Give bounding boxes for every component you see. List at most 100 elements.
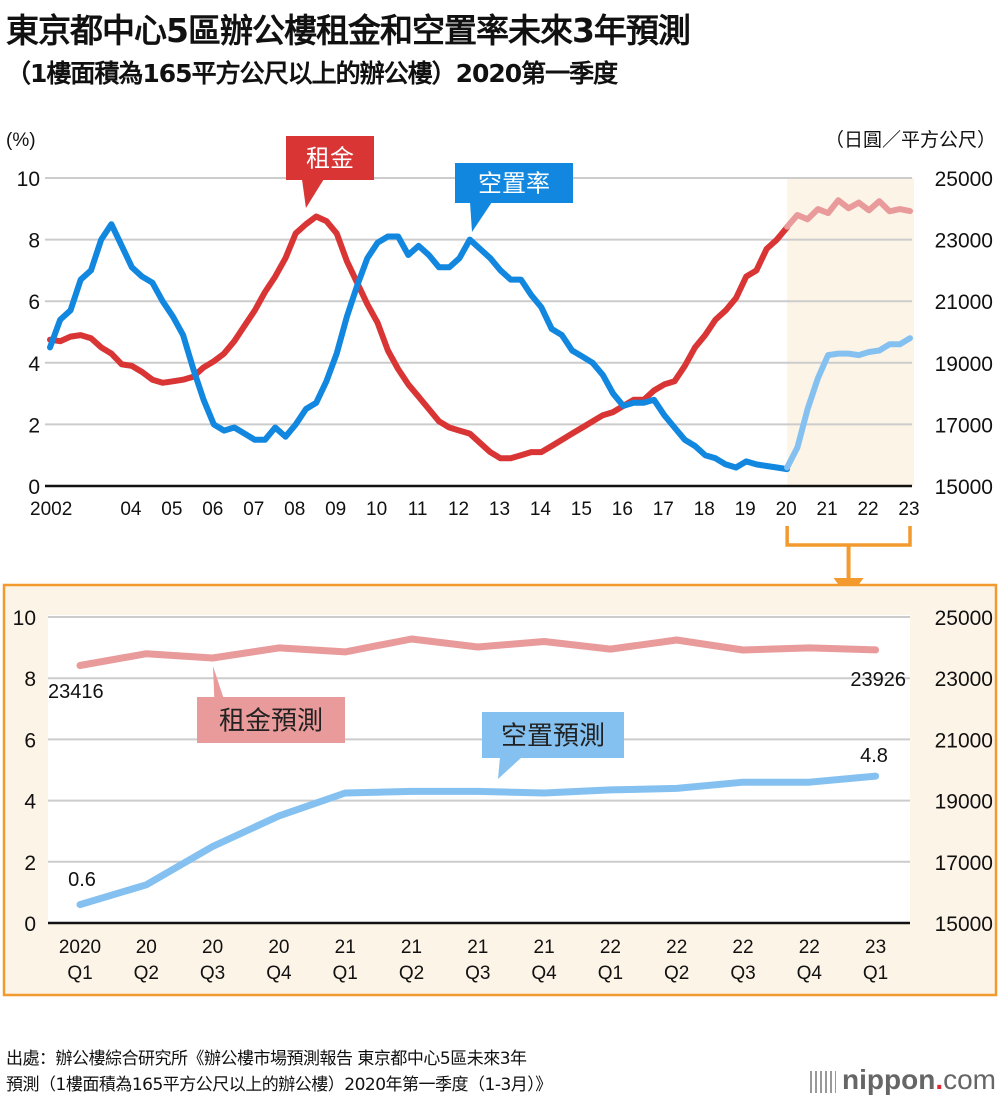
source-line-1: 出處：辦公樓綜合研究所《辦公樓市場預測報告 東京都中心5區未來3年 <box>6 1049 527 1069</box>
x-tick-label: 15 <box>571 499 592 520</box>
x-tick-label: 07 <box>243 499 264 520</box>
detail-x-tick-label-year: 20 <box>268 937 289 958</box>
vacancy-forecast-line <box>784 335 913 471</box>
y-right-tick-label: 21000 <box>935 291 993 314</box>
nippon-logo: nippon.com <box>810 1064 996 1096</box>
x-tick-label: 04 <box>120 499 142 520</box>
y-right-tick-label: 17000 <box>935 414 993 437</box>
detail-x-tick-label-quarter: Q3 <box>730 963 755 984</box>
detail-x-tick-label-quarter: Q2 <box>399 963 424 984</box>
detail-x-tick-label-year: 22 <box>799 937 820 958</box>
vacancy-forecast-callout-pointer <box>498 757 522 779</box>
y-left-axis-label: (%) <box>6 130 36 151</box>
y-left-tick-label: 10 <box>17 168 40 191</box>
x-tick-label: 12 <box>448 499 469 520</box>
detail-y-left-tick-label: 2 <box>24 852 36 875</box>
x-tick-label: 06 <box>202 499 223 520</box>
vacancy-forecast-callout-box <box>482 712 624 758</box>
detail-x-tick-label-quarter: Q4 <box>797 963 823 984</box>
y-left-tick-label: 0 <box>28 476 40 499</box>
detail-y-left-tick-label: 10 <box>13 607 36 630</box>
rent-line <box>47 213 791 462</box>
detail-x-tick-label-quarter: Q4 <box>531 963 557 984</box>
detail-y-right-tick-label: 25000 <box>935 607 993 630</box>
rent-start-value-label: 23416 <box>48 681 104 703</box>
detail-x-tick-label-year: 20 <box>136 937 157 958</box>
vacancy-line <box>47 221 791 473</box>
vacancy-forecast-callout: 空置預測 <box>482 712 624 779</box>
detail-x-tick-label-quarter: Q1 <box>863 963 888 984</box>
detail-x-tick-label-quarter: Q1 <box>598 963 623 984</box>
detail-x-tick-label-year: 2020 <box>59 937 101 958</box>
detail-x-tick-label-quarter: Q3 <box>465 963 490 984</box>
zoom-bracket <box>785 526 912 547</box>
x-tick-label: 13 <box>489 499 510 520</box>
x-tick-label: 23 <box>898 499 919 520</box>
detail-y-left-tick-label: 8 <box>24 668 36 691</box>
vacancy-callout-label: 空置率 <box>478 170 550 198</box>
x-tick-label: 22 <box>857 499 878 520</box>
detail-x-tick-label-quarter: Q3 <box>200 963 225 984</box>
rent-forecast-callout-pointer <box>213 666 238 742</box>
y-left-tick-label: 8 <box>28 230 40 253</box>
vacancy-end-value-label: 4.8 <box>860 745 888 767</box>
detail-vacancy-forecast-line <box>76 772 880 909</box>
logo-main: nippon <box>842 1064 936 1095</box>
detail-x-tick-label-year: 21 <box>335 937 356 958</box>
y-right-axis-label: （日圓／平方公尺） <box>825 129 996 151</box>
detail-x-tick-label-year: 21 <box>467 937 488 958</box>
y-right-tick-label: 25000 <box>935 168 993 191</box>
y-left-tick-label: 6 <box>28 291 40 314</box>
rent-callout: 租金 <box>286 136 374 208</box>
sound-bars-icon <box>810 1070 837 1093</box>
detail-x-tick-label-year: 23 <box>865 937 886 958</box>
detail-x-tick-label-year: 22 <box>666 937 687 958</box>
detail-plot-area <box>48 615 910 923</box>
detail-x-tick-label-quarter: Q1 <box>67 963 92 984</box>
detail-x-tick-label-quarter: Q2 <box>664 963 689 984</box>
y-right-tick-label: 23000 <box>935 230 993 253</box>
vacancy-callout-pointer <box>470 202 492 232</box>
x-tick-label: 11 <box>408 499 428 520</box>
x-tick-label: 19 <box>735 499 756 520</box>
detail-y-right-tick-label: 19000 <box>935 791 993 814</box>
chart-subtitle: （1樓面積為165平方公尺以上的辦公樓）2020第一季度 <box>6 59 618 88</box>
y-right-tick-label: 15000 <box>935 476 993 499</box>
detail-y-right-tick-label: 15000 <box>935 913 993 936</box>
rent-callout-label: 租金 <box>306 145 354 173</box>
detail-y-right-tick-label: 17000 <box>935 852 993 875</box>
detail-y-right-tick-label: 21000 <box>935 729 993 752</box>
x-tick-label: 09 <box>325 499 346 520</box>
rent-callout-box <box>286 136 374 180</box>
x-tick-label: 05 <box>161 499 182 520</box>
detail-x-tick-label-quarter: Q4 <box>266 963 292 984</box>
chart-title: 東京都中心5區辦公樓租金和空置率未來3年預測 <box>6 11 691 50</box>
forecast-region <box>787 178 914 486</box>
rent-forecast-callout: 租金預測 <box>197 666 345 743</box>
y-right-tick-label: 19000 <box>935 353 993 376</box>
detail-x-tick-label-year: 22 <box>732 937 753 958</box>
source-note: 出處：辦公樓綜合研究所《辦公樓市場預測報告 東京都中心5區未來3年 預測（1樓面… <box>6 1046 552 1098</box>
x-tick-label: 14 <box>530 499 552 520</box>
detail-x-tick-label-year: 20 <box>202 937 223 958</box>
x-tick-label: 17 <box>653 499 674 520</box>
x-tick-label: 16 <box>612 499 633 520</box>
x-tick-label: 18 <box>694 499 715 520</box>
rent-forecast-line <box>784 197 913 230</box>
detail-x-tick-label-year: 21 <box>401 937 422 958</box>
detail-y-right-tick-label: 23000 <box>935 668 993 691</box>
detail-x-tick-label-year: 21 <box>534 937 555 958</box>
detail-x-tick-label-quarter: Q1 <box>333 963 358 984</box>
x-tick-label: 20 <box>776 499 797 520</box>
detail-x-tick-label-year: 22 <box>600 937 621 958</box>
detail-y-left-tick-label: 4 <box>24 791 36 814</box>
detail-y-left-tick-label: 6 <box>24 729 36 752</box>
y-left-tick-label: 2 <box>28 414 40 437</box>
x-tick-label: 10 <box>366 499 387 520</box>
vacancy-callout: 空置率 <box>455 163 573 232</box>
x-tick-label: 21 <box>817 499 838 520</box>
detail-rent-forecast-line <box>76 635 880 669</box>
detail-y-left-tick-label: 0 <box>24 913 36 936</box>
vacancy-start-value-label: 0.6 <box>68 869 96 891</box>
vacancy-forecast-callout-label: 空置預測 <box>501 721 605 751</box>
